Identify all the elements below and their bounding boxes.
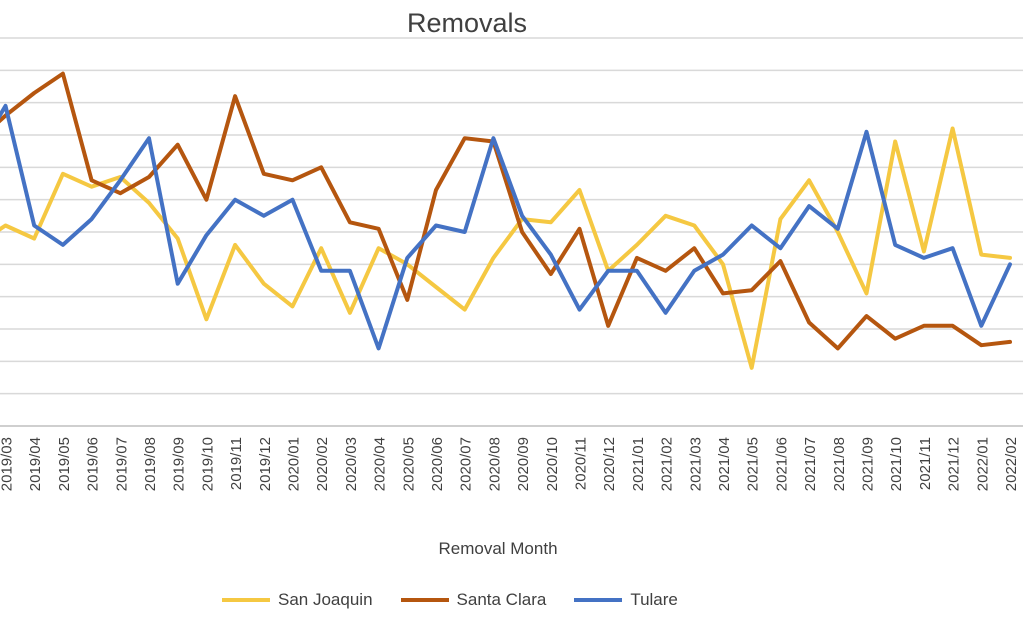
x-tick-label: 2020/05	[400, 437, 417, 491]
chart-legend: San Joaquin Santa Clara Tulare	[222, 588, 706, 612]
legend-item: San Joaquin	[222, 590, 373, 610]
x-tick-label: 2019/08	[142, 437, 159, 491]
x-tick-label: 2019/05	[56, 437, 73, 491]
x-tick-label: 2022/01	[974, 437, 991, 491]
x-tick-label: 2019/04	[27, 437, 44, 491]
x-tick-label: 2020/09	[515, 437, 532, 491]
x-tick-label: 2021/06	[773, 437, 790, 491]
x-tick-label: 2020/08	[486, 437, 503, 491]
x-tick-label: 2021/10	[888, 437, 905, 491]
x-tick-label: 2019/03	[0, 437, 16, 491]
x-tick-label: 2020/04	[372, 437, 389, 491]
x-tick-label: 2019/11	[228, 437, 245, 490]
x-tick-label: 2021/09	[860, 437, 877, 491]
x-tick-label: 2020/12	[601, 437, 618, 491]
series-line-tulare	[0, 103, 1012, 351]
x-tick-label: 2019/07	[113, 437, 130, 491]
x-tick-label: 2019/09	[171, 437, 188, 491]
x-tick-label: 2021/08	[831, 437, 848, 491]
x-tick-label: 2021/02	[659, 437, 676, 491]
x-tick-label: 2019/12	[257, 437, 274, 491]
x-tick-label: 2020/06	[429, 437, 446, 491]
legend-label: Tulare	[630, 590, 678, 609]
x-tick-label: 2020/03	[343, 437, 360, 491]
x-tick-label: 2021/03	[687, 437, 704, 491]
x-tick-label: 2021/04	[716, 437, 733, 491]
x-tick-label: 2021/01	[630, 437, 647, 491]
x-tick-label: 2022/02	[1003, 437, 1020, 491]
legend-label: Santa Clara	[456, 590, 547, 609]
series-line-santa-clara	[0, 71, 1012, 351]
x-tick-label: 2021/05	[745, 437, 762, 491]
legend-swatch	[222, 598, 270, 602]
x-tick-label: 2020/02	[314, 437, 331, 491]
legend-label: San Joaquin	[278, 590, 373, 609]
x-tick-label: 2021/12	[946, 437, 963, 491]
legend-item: Santa Clara	[400, 590, 547, 610]
x-tick-label: 2020/11	[573, 437, 590, 490]
x-tick-label: 2019/10	[199, 437, 216, 491]
x-tick-label: 2019/06	[85, 437, 102, 491]
x-tick-label: 2021/11	[917, 437, 934, 490]
legend-swatch	[574, 598, 623, 602]
x-axis-title: Removal Month	[438, 539, 558, 558]
x-tick-label: 2020/07	[458, 437, 475, 491]
x-tick-label: 2020/10	[544, 437, 561, 491]
chart-title: Removals	[406, 8, 528, 38]
legend-item: Tulare	[574, 590, 678, 610]
legend-swatch	[400, 598, 449, 602]
x-tick-label: 2020/01	[286, 437, 303, 491]
series-line-san-joaquin	[0, 126, 1012, 370]
x-tick-label: 2021/07	[802, 437, 819, 491]
